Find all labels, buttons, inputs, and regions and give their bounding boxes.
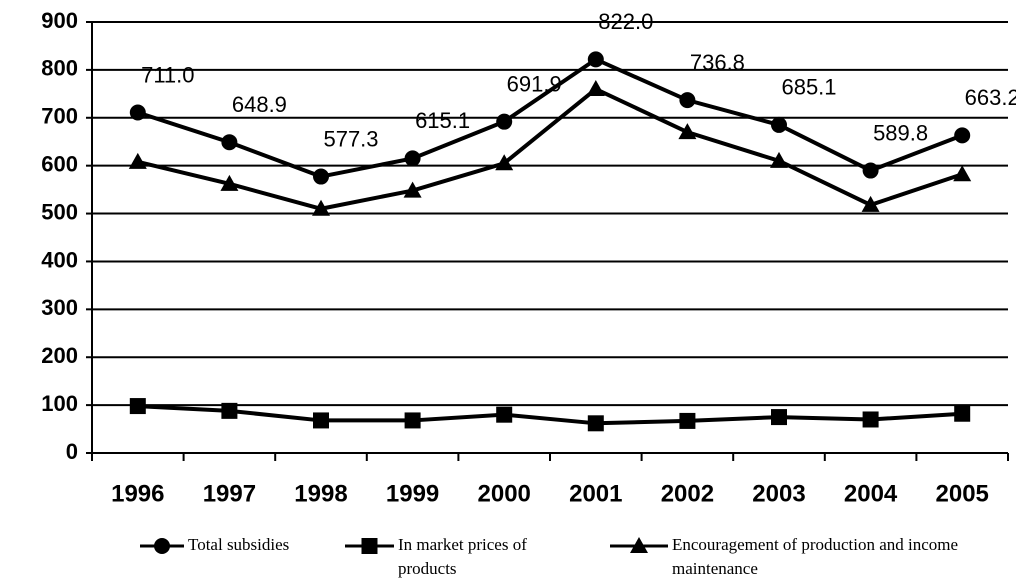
data-label: 577.3	[323, 126, 378, 151]
marker	[587, 51, 604, 68]
y-tick-label: 700	[41, 104, 78, 129]
marker	[587, 415, 604, 432]
y-tick-label: 0	[66, 439, 78, 464]
marker	[679, 92, 696, 109]
y-tick-label: 300	[41, 295, 78, 320]
marker	[953, 165, 972, 182]
marker	[403, 181, 422, 198]
series-line	[137, 57, 963, 179]
marker	[221, 402, 238, 419]
y-tick-label: 500	[41, 199, 78, 224]
marker	[678, 123, 697, 140]
data-label: 691.9	[507, 71, 562, 96]
y-tick-label: 400	[41, 247, 78, 272]
data-label: 648.9	[232, 92, 287, 117]
legend-label: In market prices of products	[398, 535, 527, 578]
marker	[404, 150, 421, 167]
y-tick-label: 600	[41, 151, 78, 176]
data-label: 711.0	[141, 62, 194, 87]
marker	[862, 162, 879, 179]
marker	[313, 412, 329, 429]
marker	[771, 409, 787, 426]
marker	[771, 116, 787, 133]
marker	[954, 127, 971, 144]
marker	[495, 154, 514, 171]
legend-marker	[630, 537, 648, 553]
legend-marker	[361, 538, 378, 554]
y-tick-label: 200	[41, 343, 78, 368]
marker	[679, 412, 696, 429]
x-tick-label: 2005	[936, 480, 989, 507]
series-line	[137, 86, 963, 211]
marker	[496, 113, 513, 130]
marker	[221, 134, 238, 151]
marker	[129, 104, 146, 121]
marker	[586, 80, 605, 97]
marker	[862, 411, 879, 428]
marker	[128, 152, 147, 169]
marker	[954, 405, 971, 422]
data-label: 615.1	[415, 108, 470, 133]
x-tick-label: 1996	[111, 480, 164, 507]
data-label: 736.8	[690, 50, 745, 75]
legend-marker	[154, 538, 170, 554]
x-tick-label: 1997	[203, 480, 256, 507]
series-line	[137, 404, 963, 426]
marker	[129, 398, 146, 415]
marker	[861, 195, 880, 212]
marker	[313, 168, 329, 185]
legend-label: Total subsidies	[188, 535, 290, 554]
marker	[220, 174, 239, 191]
x-tick-label: 2000	[478, 480, 531, 507]
x-tick-label: 2004	[844, 480, 898, 507]
y-tick-label: 800	[41, 56, 78, 81]
y-tick-label: 900	[41, 8, 78, 33]
x-tick-label: 2001	[569, 480, 622, 507]
x-tick-label: 2002	[661, 480, 714, 507]
marker	[404, 412, 421, 429]
marker	[312, 199, 330, 216]
data-label: 822.0	[598, 9, 653, 34]
data-label: 589.8	[873, 120, 928, 145]
marker	[496, 406, 513, 423]
marker	[770, 151, 788, 168]
x-tick-label: 1999	[386, 480, 439, 507]
y-tick-label: 100	[41, 391, 78, 416]
x-tick-label: 2003	[752, 480, 805, 507]
x-tick-label: 1998	[294, 480, 347, 507]
legend-label: Encouragement of production and income m…	[672, 535, 959, 578]
data-label: 685.1	[781, 75, 836, 100]
data-label: 663.2	[965, 85, 1016, 110]
